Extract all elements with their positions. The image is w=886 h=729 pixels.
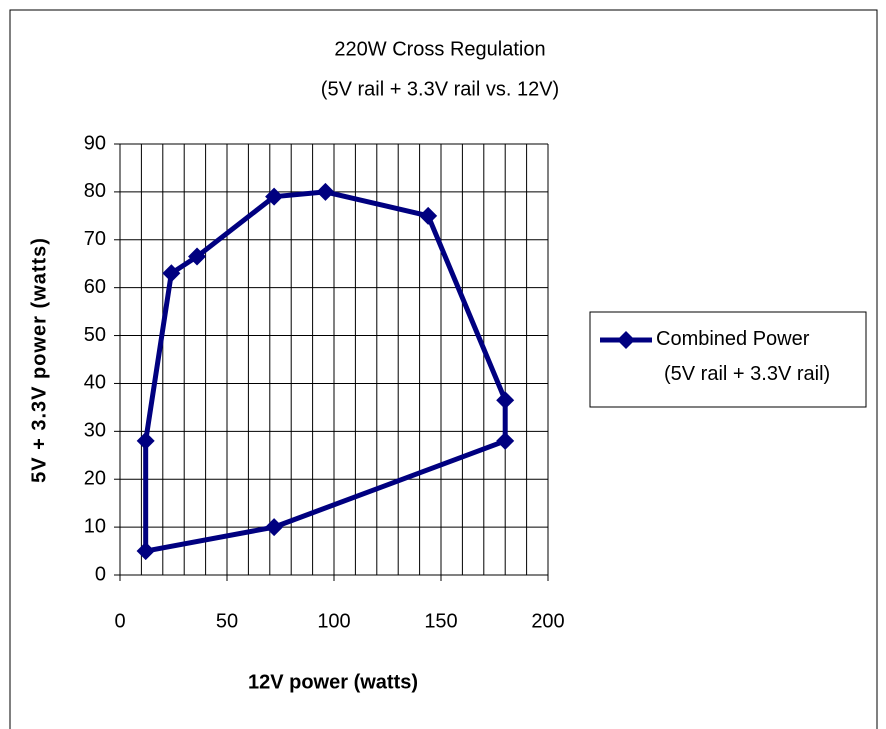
chart-frame bbox=[9, 9, 878, 729]
marker bbox=[316, 182, 335, 201]
marker bbox=[419, 206, 438, 225]
legend-box bbox=[589, 311, 867, 408]
x-tick-label: 200 bbox=[531, 610, 564, 632]
x-tick-label: 0 bbox=[114, 610, 125, 632]
y-tick-label: 0 bbox=[95, 563, 106, 585]
y-tick-label: 80 bbox=[84, 180, 106, 202]
y-tick-label: 50 bbox=[84, 324, 106, 346]
y-tick-label: 90 bbox=[84, 132, 106, 154]
legend-label: Combined Power (5V rail + 3.3V rail) bbox=[656, 328, 830, 385]
marker bbox=[496, 391, 515, 410]
marker bbox=[265, 187, 284, 206]
marker bbox=[136, 542, 155, 561]
x-axis-label: 12V power (watts) bbox=[248, 671, 418, 693]
y-tick-label: 70 bbox=[84, 228, 106, 250]
marker bbox=[496, 431, 515, 450]
chart-title: 220W Cross Regulation bbox=[334, 38, 545, 60]
series-line bbox=[143, 189, 508, 554]
legend-marker bbox=[617, 331, 635, 349]
y-tick-label: 10 bbox=[84, 515, 106, 537]
x-tick-label: 100 bbox=[317, 610, 350, 632]
y-tick-label: 20 bbox=[84, 468, 106, 490]
marker bbox=[188, 247, 207, 266]
x-tick-label: 50 bbox=[216, 610, 238, 632]
y-tick-label: 30 bbox=[84, 420, 106, 442]
y-tick-label: 40 bbox=[84, 372, 106, 394]
marker bbox=[265, 518, 284, 537]
marker bbox=[162, 264, 181, 283]
marker bbox=[136, 431, 155, 450]
chart-subtitle: (5V rail + 3.3V rail vs. 12V) bbox=[321, 78, 559, 100]
y-tick-label: 60 bbox=[84, 276, 106, 298]
y-axis-label: 5V + 3.3V power (watts) bbox=[28, 237, 50, 483]
x-tick-label: 150 bbox=[424, 610, 457, 632]
